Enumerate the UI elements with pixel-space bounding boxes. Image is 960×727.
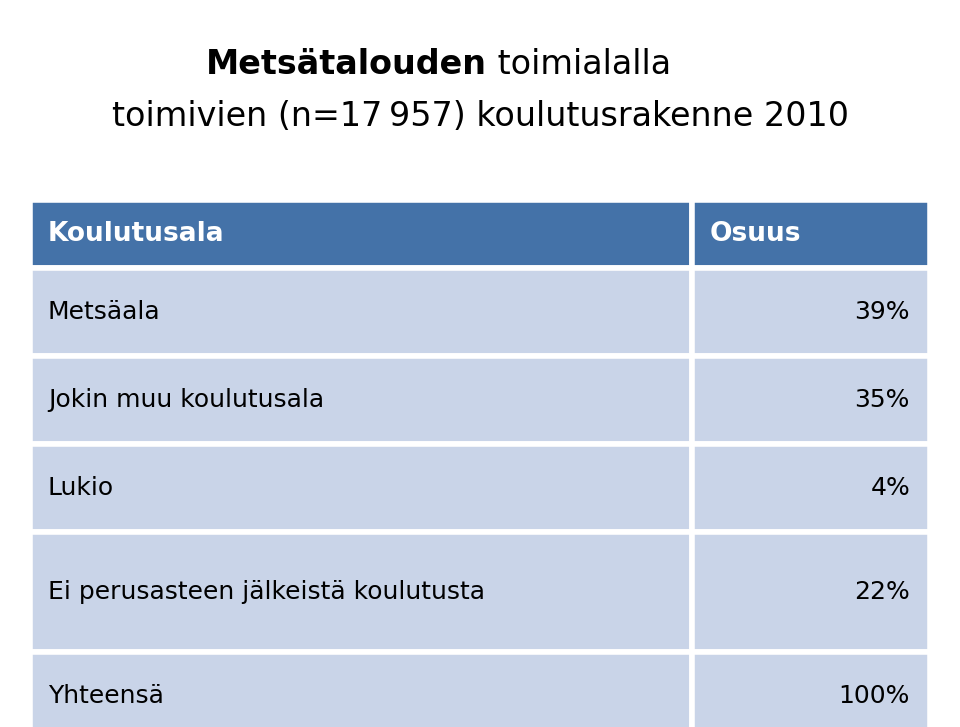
Text: toimivien (n=17 957) koulutusrakenne 2010: toimivien (n=17 957) koulutusrakenne 201…: [111, 100, 849, 133]
Bar: [691, 268, 930, 356]
Text: Koulutusala: Koulutusala: [48, 221, 225, 247]
Bar: [30, 268, 691, 356]
Bar: [691, 444, 930, 532]
Text: Yhteensä: Yhteensä: [48, 684, 164, 708]
Text: 39%: 39%: [854, 300, 910, 324]
Text: Metsätalouden: Metsätalouden: [206, 48, 487, 81]
Bar: [691, 200, 930, 268]
Text: 35%: 35%: [854, 388, 910, 412]
Text: Osuus: Osuus: [709, 221, 801, 247]
Text: 22%: 22%: [854, 580, 910, 604]
Bar: [30, 652, 691, 727]
Bar: [691, 356, 930, 444]
Bar: [30, 532, 691, 652]
Text: Metsäala: Metsäala: [48, 300, 160, 324]
Bar: [691, 652, 930, 727]
Bar: [30, 356, 691, 444]
Bar: [691, 532, 930, 652]
Text: Jokin muu koulutusala: Jokin muu koulutusala: [48, 388, 324, 412]
Text: toimialalla: toimialalla: [487, 48, 671, 81]
Text: 4%: 4%: [871, 476, 910, 500]
Text: 100%: 100%: [839, 684, 910, 708]
Text: Lukio: Lukio: [48, 476, 114, 500]
Text: Ei perusasteen jälkeistä koulutusta: Ei perusasteen jälkeistä koulutusta: [48, 580, 485, 604]
Bar: [30, 200, 691, 268]
Bar: [30, 444, 691, 532]
